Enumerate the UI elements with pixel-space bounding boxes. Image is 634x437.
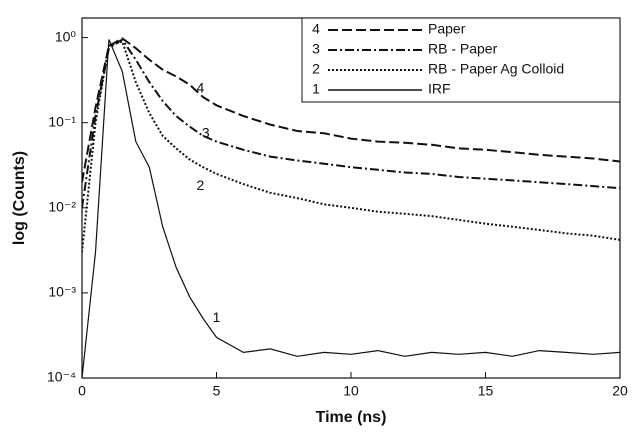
series-line [82, 40, 620, 253]
x-axis-label: Time (ns) [316, 409, 387, 426]
legend-number: 4 [312, 21, 320, 37]
legend-label: IRF [428, 81, 451, 97]
y-tick-label: 10⁻¹ [48, 113, 76, 129]
y-tick-label: 10⁻³ [48, 284, 76, 300]
series-line [82, 39, 620, 378]
curve-label: 1 [213, 309, 221, 325]
legend-number: 3 [312, 41, 320, 57]
curve-label: 3 [202, 125, 210, 141]
curve-label: 4 [196, 80, 204, 96]
y-axis-label: log (Counts) [11, 151, 28, 245]
x-tick-label: 0 [78, 383, 86, 399]
series-line [82, 37, 620, 183]
x-tick-label: 10 [343, 383, 359, 399]
x-tick-label: 20 [612, 383, 628, 399]
legend-number: 2 [312, 61, 320, 77]
legend-label: RB - Paper [428, 41, 498, 57]
series-line [82, 38, 620, 208]
legend-number: 1 [312, 81, 320, 97]
y-tick-label: 10⁰ [55, 28, 77, 44]
y-tick-label: 10⁻⁴ [47, 369, 76, 385]
legend-label: Paper [428, 21, 466, 37]
curve-label: 2 [196, 177, 204, 193]
x-tick-label: 15 [478, 383, 494, 399]
legend-box [301, 17, 621, 103]
legend-label: RB - Paper Ag Colloid [428, 61, 564, 77]
y-tick-label: 10⁻² [48, 199, 76, 215]
x-tick-label: 5 [213, 383, 221, 399]
